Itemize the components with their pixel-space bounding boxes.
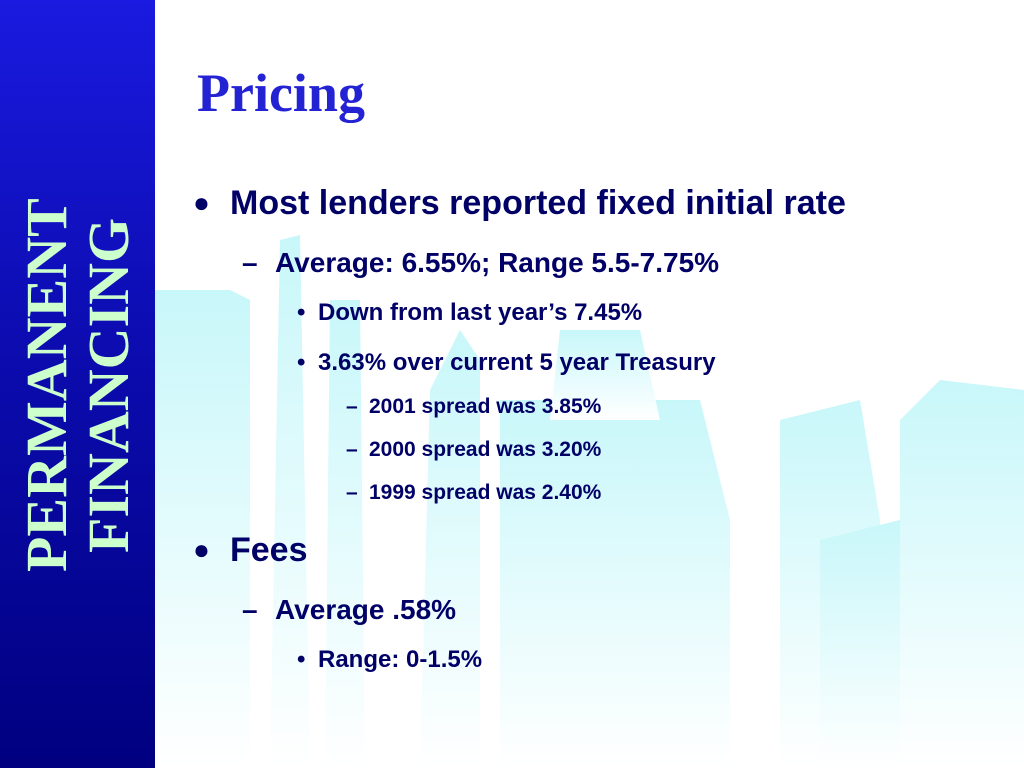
bullet-text: Most lenders reported fixed initial rate bbox=[230, 184, 846, 222]
bullet-marker: – bbox=[242, 247, 258, 278]
slide-title: Pricing bbox=[197, 63, 365, 123]
bullet-text: Range: 0-1.5% bbox=[318, 646, 483, 673]
bullet-text: Average: 6.55%; Range 5.5-7.75% bbox=[275, 247, 720, 278]
bullet-marker: – bbox=[346, 437, 358, 461]
bullet-text: 1999 spread was 2.40% bbox=[369, 480, 602, 504]
bullet-marker: – bbox=[242, 594, 258, 625]
bullet-marker: – bbox=[346, 394, 358, 418]
bullet-text: Fees bbox=[230, 531, 308, 569]
sidebar-text: PERMANENT bbox=[14, 198, 79, 572]
bullet-text: 2001 spread was 3.85% bbox=[369, 394, 602, 418]
skyline bbox=[155, 235, 1024, 768]
bullet-text: 3.63% over current 5 year Treasury bbox=[318, 349, 716, 376]
bullet-marker: ● bbox=[193, 534, 210, 565]
bullet-marker: • bbox=[297, 299, 306, 326]
bullet-marker: • bbox=[297, 349, 306, 376]
bullet-text: 2000 spread was 3.20% bbox=[369, 437, 602, 461]
sidebar: PERMANENT FINANCING bbox=[0, 0, 155, 768]
bullet-text: Down from last year’s 7.45% bbox=[318, 299, 643, 326]
bullet-marker: – bbox=[346, 480, 358, 504]
sidebar-text: FINANCING bbox=[76, 217, 141, 553]
bullet-marker: ● bbox=[193, 187, 210, 218]
bullet-marker: • bbox=[297, 646, 306, 673]
bullet-text: Average .58% bbox=[275, 594, 457, 625]
